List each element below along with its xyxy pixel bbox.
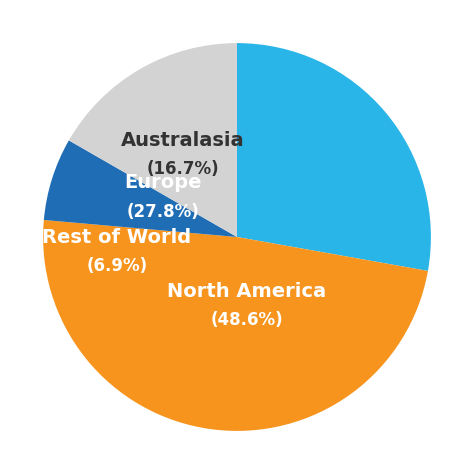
Wedge shape	[69, 43, 237, 237]
Text: Europe: Europe	[125, 173, 202, 192]
Text: Australasia: Australasia	[121, 130, 245, 149]
Text: (27.8%): (27.8%)	[127, 203, 200, 221]
Text: (16.7%): (16.7%)	[146, 160, 219, 178]
Wedge shape	[237, 43, 431, 271]
Text: North America: North America	[167, 282, 326, 301]
Wedge shape	[44, 140, 237, 237]
Wedge shape	[43, 220, 428, 431]
Text: (48.6%): (48.6%)	[210, 311, 283, 329]
Text: Rest of World: Rest of World	[42, 228, 191, 246]
Text: (6.9%): (6.9%)	[86, 257, 147, 275]
